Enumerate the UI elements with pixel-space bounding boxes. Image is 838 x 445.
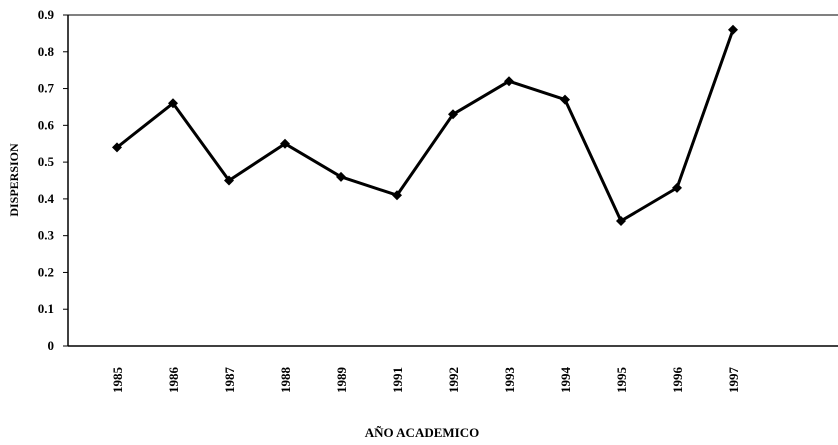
x-tick-label: 1985 (110, 367, 125, 394)
y-tick-label: 0.8 (38, 44, 55, 59)
line (116, 29, 735, 223)
x-tick-label: 1995 (614, 367, 629, 394)
point (672, 182, 682, 193)
y-tick-label: 0.5 (38, 154, 55, 169)
point (504, 76, 514, 87)
x-tick-label: 1996 (670, 367, 685, 394)
x-tick-label: 1994 (558, 367, 573, 394)
point (168, 98, 178, 109)
x-axis-label: AÑO ACADEMICO (365, 425, 479, 440)
point (560, 94, 570, 105)
point (224, 175, 234, 186)
x-tick-label: 1993 (502, 367, 517, 394)
point (336, 171, 346, 182)
point (392, 190, 402, 201)
point (448, 109, 458, 120)
x-tick-label: 1987 (222, 367, 237, 394)
y-tick-label: 0.2 (38, 264, 54, 279)
y-tick-label: 0.4 (38, 191, 55, 206)
y-tick-label: 0.6 (38, 117, 55, 132)
x-tick-label: 1986 (166, 367, 181, 394)
point (112, 142, 122, 153)
point (728, 24, 738, 35)
x-tick-label: 1992 (446, 367, 461, 393)
y-tick-label: 0.1 (38, 301, 54, 316)
x-tick-label: 1997 (726, 367, 741, 394)
y-tick-label: 0.3 (38, 228, 55, 243)
y-axis-label: DISPERSION (7, 143, 21, 217)
y-tick-label: 0.9 (38, 7, 55, 22)
point (280, 138, 290, 149)
x-tick-label: 1988 (278, 367, 293, 394)
point (616, 215, 626, 226)
x-tick-label: 1989 (334, 367, 349, 394)
x-tick-label: 1991 (390, 367, 405, 393)
y-tick-label: 0 (48, 338, 55, 353)
y-tick-label: 0.7 (38, 81, 55, 96)
